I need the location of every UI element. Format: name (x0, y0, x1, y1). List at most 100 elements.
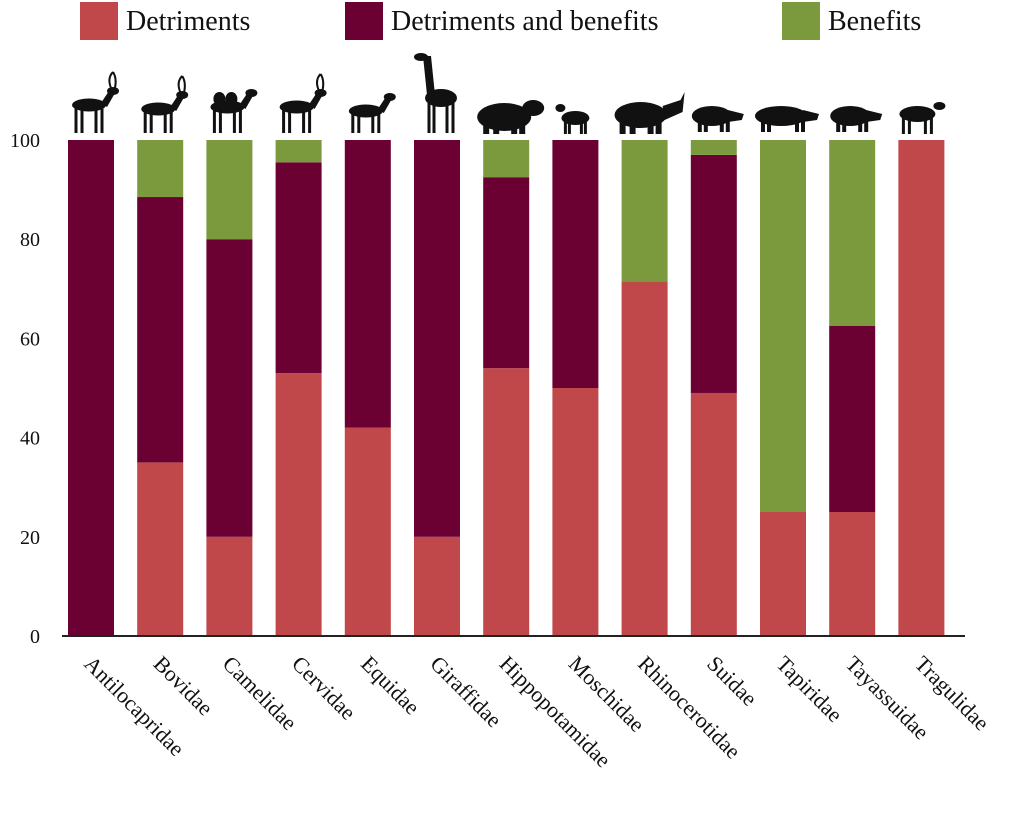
icon-leg (703, 120, 708, 132)
legend-item: Benefits (782, 2, 921, 40)
icon-leg (302, 107, 306, 133)
icon-leg (149, 109, 153, 133)
bar-segment (898, 140, 945, 636)
bar-segment (621, 140, 668, 282)
icon-head (866, 110, 883, 122)
icon-horn (316, 73, 322, 91)
bar-segment (690, 154, 737, 393)
icon-leg (288, 107, 292, 133)
y-tick-label: 20 (20, 527, 40, 549)
icon-head (176, 91, 189, 99)
animal-icons (72, 53, 946, 134)
icon-head (522, 100, 545, 116)
tapir-icon (755, 106, 819, 132)
icon-leg (619, 120, 626, 134)
icon-leg (232, 107, 236, 133)
icon-leg (238, 107, 242, 133)
bar-segment (275, 373, 322, 636)
icon-leg (647, 120, 654, 134)
icon-leg (836, 120, 841, 132)
zebra-icon (348, 93, 396, 133)
icon-leg (493, 122, 500, 134)
bar-segment (760, 140, 806, 512)
icon-leg (451, 100, 455, 133)
icon-leg (655, 120, 662, 134)
icon-leg (795, 120, 799, 132)
bar-segment (68, 140, 114, 636)
icon-head (314, 89, 327, 97)
icon-leg (371, 111, 375, 133)
bar-segment (206, 239, 253, 537)
bar-segment (829, 326, 876, 512)
bar-segment (829, 140, 876, 326)
category-label: Giraffidae (425, 651, 506, 732)
bar-segment (483, 368, 530, 636)
icon-leg (901, 116, 905, 134)
bar-segment (275, 162, 322, 374)
peccary-icon (830, 106, 883, 132)
bar-segment (206, 536, 253, 636)
icon-leg (169, 109, 173, 133)
y-tick-label: 100 (10, 130, 40, 152)
y-tick-label: 80 (20, 229, 40, 251)
icon-leg (864, 120, 869, 132)
bar-segment (621, 281, 668, 636)
legend-swatch (80, 2, 118, 40)
category-label: Suidae (702, 651, 762, 711)
icon-neck (377, 97, 392, 113)
bar-segment (760, 512, 806, 636)
hippopotamus-icon (477, 100, 545, 134)
bar-segment (275, 140, 322, 163)
icon-leg (351, 111, 355, 133)
bar-segment (483, 177, 530, 369)
category-label: Tapiridae (771, 651, 847, 727)
icon-leg (725, 120, 730, 132)
icon-leg (579, 120, 583, 134)
icon-leg (94, 105, 98, 133)
icon-leg (719, 120, 724, 132)
icon-leg (74, 105, 78, 133)
bar-segment (137, 462, 184, 636)
icon-leg (163, 109, 167, 133)
y-tick-label: 0 (30, 626, 40, 648)
bar-segment (344, 140, 391, 428)
icon-leg (767, 120, 771, 132)
icon-neck (423, 56, 435, 95)
icon-leg (357, 111, 361, 133)
icon-leg (432, 100, 436, 133)
legend-label: Benefits (828, 6, 921, 37)
camel-icon (210, 89, 258, 133)
legend-label: Detriments (126, 6, 250, 37)
icon-head (107, 87, 119, 95)
legend: Detriments Detriments and benefits Benefit… (80, 2, 921, 40)
icon-leg (100, 105, 104, 133)
icon-leg (377, 111, 381, 133)
icon-head (727, 110, 744, 122)
legend-swatch (782, 2, 820, 40)
icon-leg (445, 100, 449, 133)
icon-leg (519, 122, 526, 134)
bar-segment (206, 140, 253, 240)
legend-item: Detriments (80, 2, 250, 40)
icon-leg (629, 120, 636, 134)
icon-leg (761, 120, 765, 132)
pig-icon (691, 106, 744, 132)
bar-segment (690, 392, 737, 636)
icon-leg (929, 116, 933, 134)
bar-segment (552, 140, 599, 388)
icon-neck (170, 95, 185, 111)
icon-leg (801, 120, 805, 132)
ibex-icon (141, 75, 189, 133)
icon-head (933, 102, 946, 110)
icon-leg (511, 122, 518, 134)
icon-leg (483, 122, 490, 134)
icon-head (245, 89, 258, 97)
icon-leg (212, 107, 216, 133)
bars (68, 140, 945, 636)
bar-segment (414, 536, 460, 636)
legend-swatch (345, 2, 383, 40)
legend-item: Detriments and benefits (345, 2, 658, 40)
bar-segment (829, 512, 876, 636)
icon-hump (225, 92, 238, 106)
